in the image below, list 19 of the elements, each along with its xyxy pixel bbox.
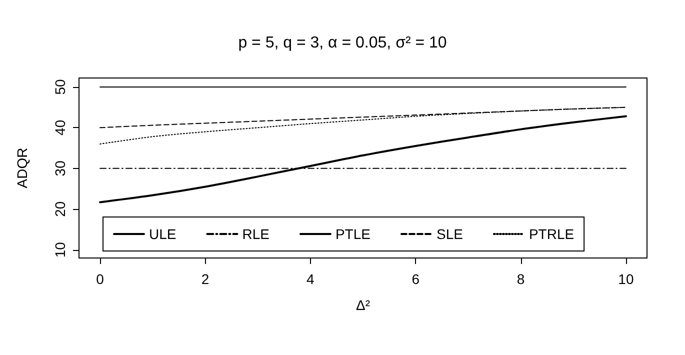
x-tick-label: 0	[96, 271, 104, 287]
legend-label: RLE	[242, 226, 270, 242]
x-tick-label: 8	[516, 271, 525, 287]
y-axis-title: ADQR	[14, 148, 30, 188]
x-tick-label: 2	[201, 271, 210, 287]
legend-label: SLE	[436, 226, 463, 242]
legend-label: PTLE	[335, 226, 370, 242]
y-tick-label: 30	[52, 160, 68, 176]
x-tick-label: 6	[412, 271, 420, 287]
legend-label: PTRLE	[528, 226, 574, 242]
y-tick-label: 20	[52, 201, 68, 217]
y-tick-label: 10	[52, 242, 68, 258]
x-axis-title: Δ²	[356, 297, 370, 313]
x-tick-label: 4	[306, 271, 315, 287]
x-tick-label: 10	[618, 271, 634, 287]
legend-label: ULE	[149, 226, 176, 242]
chart-title: p = 5, q = 3, α = 0.05, σ² = 10	[238, 34, 447, 52]
y-tick-label: 40	[52, 120, 68, 136]
y-tick-label: 50	[52, 78, 68, 95]
